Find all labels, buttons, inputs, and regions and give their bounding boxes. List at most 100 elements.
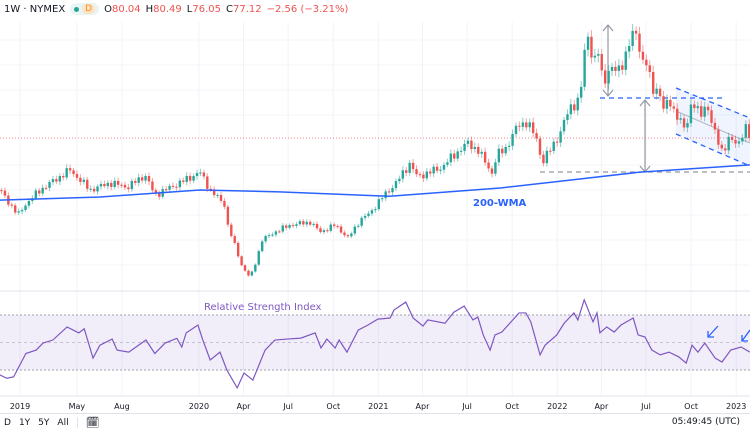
- calendar-goto-icon[interactable]: 🗓︎: [85, 416, 100, 429]
- candle-body: [206, 176, 209, 189]
- candle-body: [44, 187, 48, 189]
- channel-line: [675, 133, 750, 167]
- candle-body: [326, 230, 329, 232]
- candle-body: [65, 168, 68, 178]
- candle-body: [243, 265, 247, 271]
- candle-body: [552, 141, 555, 152]
- rsi-title: Relative Strength Index: [204, 302, 322, 313]
- candle-body: [329, 224, 332, 231]
- candle-body: [429, 171, 432, 174]
- x-tick-label: Jul: [461, 402, 472, 411]
- candle-body: [38, 190, 41, 194]
- candle-body: [82, 179, 86, 182]
- candle-body: [288, 225, 291, 228]
- candle-body: [233, 236, 236, 243]
- candle-body: [720, 144, 723, 149]
- range-all-button[interactable]: All: [57, 417, 69, 428]
- candle-body: [483, 151, 487, 163]
- market-status-badge[interactable]: D: [70, 3, 100, 15]
- market-open-icon: [74, 6, 80, 12]
- candle-body: [549, 150, 552, 152]
- candle-body: [158, 193, 161, 197]
- candle-body: [631, 30, 634, 47]
- candle-body: [339, 226, 343, 233]
- symbol-legend: 1W · NYMEX D O80.04 H80.49 L76.05 C77.12…: [4, 3, 348, 15]
- wma-200-line: [0, 164, 750, 201]
- candle-body: [192, 176, 195, 181]
- candle-body: [501, 148, 504, 154]
- candle-body: [103, 183, 106, 187]
- candle-body: [363, 215, 367, 218]
- candle-body: [634, 30, 638, 34]
- candle-body: [693, 104, 696, 109]
- candle-body: [209, 188, 212, 190]
- candle-body: [202, 172, 206, 177]
- candle-body: [748, 124, 750, 138]
- candle-body: [230, 224, 233, 237]
- x-tick-label: 2021: [368, 402, 388, 411]
- candle-body: [398, 178, 401, 182]
- candle-body: [168, 185, 171, 190]
- candle-body: [477, 146, 480, 154]
- candle-body: [655, 88, 658, 94]
- candle-body: [422, 174, 425, 179]
- candle-body: [58, 176, 62, 182]
- candle-body: [531, 122, 535, 134]
- channel-midline: [675, 110, 750, 144]
- candle-body: [247, 270, 250, 276]
- candle-body: [624, 51, 627, 70]
- candle-body: [17, 211, 20, 213]
- candle-body: [41, 187, 44, 194]
- x-tick-label: Aug: [114, 402, 130, 411]
- clock[interactable]: 05:49:45 (UTC): [671, 417, 740, 427]
- candle-body: [147, 176, 151, 182]
- candle-body: [99, 183, 103, 187]
- candle-body: [538, 138, 542, 155]
- candle-body: [48, 182, 51, 188]
- ohlc-values: O80.04 H80.49 L76.05 C77.12 −2.56 (−3.21…: [104, 3, 349, 15]
- candle-body: [514, 125, 518, 135]
- candle-body: [672, 106, 675, 109]
- candle-body: [89, 188, 92, 190]
- candle-body: [336, 225, 339, 227]
- candle-body: [381, 198, 384, 200]
- candle-body: [487, 162, 490, 169]
- candle-body: [130, 180, 134, 190]
- range-5y-button[interactable]: 5Y: [38, 417, 50, 428]
- candle-body: [281, 225, 284, 232]
- candle-body: [274, 231, 278, 235]
- candle-body: [14, 205, 17, 213]
- candle-body: [302, 221, 305, 225]
- candle-body: [140, 177, 144, 181]
- candle-body: [744, 124, 748, 138]
- range-1y-button[interactable]: 1Y: [18, 417, 31, 428]
- candle-body: [504, 146, 507, 154]
- candle-body: [374, 209, 377, 211]
- candle-body: [250, 271, 254, 276]
- candle-body: [394, 181, 398, 189]
- candle-body: [175, 186, 178, 188]
- candle-body: [682, 118, 686, 128]
- candle-body: [387, 191, 391, 193]
- price-chart[interactable]: 2019 May Aug 2020 Apr Jul Oct 2021 Apr Jul Oct 2022…: [0, 0, 750, 413]
- candle-body: [449, 153, 453, 163]
- candle-body: [240, 256, 243, 266]
- arrow-head: [602, 89, 614, 97]
- candle-body: [0, 190, 3, 192]
- symbol-interval[interactable]: 1W · NYMEX: [4, 3, 66, 15]
- candle-body: [55, 179, 58, 182]
- candle-body: [79, 177, 82, 182]
- open-value: 80.04: [111, 3, 141, 15]
- candle-body: [676, 108, 679, 120]
- x-tick-label: Oct: [505, 402, 519, 411]
- candle-body: [669, 99, 672, 107]
- candle-body: [535, 133, 538, 139]
- range-ytd-button[interactable]: D: [4, 417, 11, 428]
- candle-body: [195, 173, 199, 177]
- candle-body: [494, 162, 497, 174]
- candle-body: [658, 88, 662, 97]
- candle-body: [154, 190, 158, 194]
- candle-body: [199, 172, 202, 174]
- candle-body: [446, 162, 449, 165]
- candle-body: [555, 141, 559, 143]
